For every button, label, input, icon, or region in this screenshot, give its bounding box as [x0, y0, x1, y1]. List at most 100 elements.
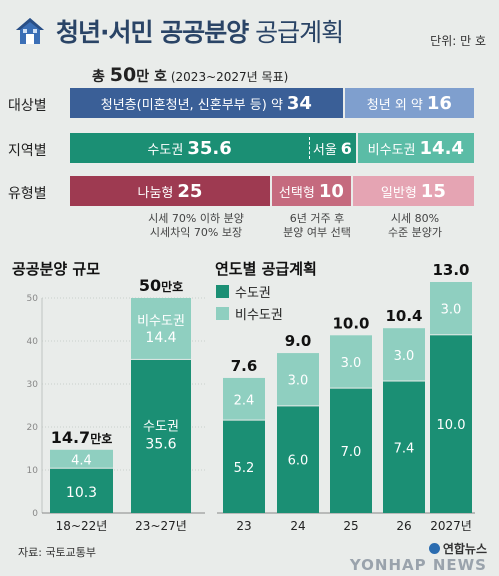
year-bar-metro-3 [383, 381, 425, 513]
legend-metro: 수도권 [216, 282, 271, 301]
bar-nonmetro-name: 비수도권 [137, 314, 185, 329]
x-tick-label-year: 23 [236, 519, 251, 533]
y-tick-label: 40 [27, 337, 39, 347]
title-light: 공급계획 [248, 18, 344, 47]
unit-label: 단위: 만 호 [430, 34, 486, 48]
type-segment-1-label: 선택형 [278, 185, 315, 201]
legend-swatch-metro [216, 285, 229, 298]
legend-label-nonmetro: 비수도권 [235, 308, 283, 323]
bar-total-label: 14.7만호 [51, 428, 113, 447]
chart-left-title: 공공분양 규모 [12, 260, 101, 278]
row-label-type: 유형별 [8, 186, 47, 202]
year-bar-metro-4 [430, 335, 472, 513]
target-segment-0-value: 34 [286, 92, 312, 114]
region-segment-nonmetro-label: 비수도권 [367, 142, 416, 158]
source-note: 자료: 국토교통부 [18, 546, 97, 559]
region-segment-nonmetro: 비수도권 14.4 [357, 133, 474, 163]
year-bar-metro-value: 6.0 [288, 454, 309, 469]
row-label-region: 지역별 [8, 143, 47, 159]
bar-total-value: 14.7 [51, 428, 90, 447]
year-bar-total: 10.4 [385, 307, 422, 325]
logo-korean: 연합뉴스 [428, 540, 487, 557]
logo-english: YONHAP NEWS [349, 556, 487, 574]
region-segment-metro: 수도권 35.6 [70, 133, 310, 163]
note-line: 6년 거주 후 [289, 212, 345, 225]
year-bar-total: 7.6 [231, 357, 258, 375]
year-bar-metro-value: 7.0 [341, 445, 362, 460]
year-bar-metro-1 [277, 406, 319, 513]
year-bar-total: 10.0 [332, 314, 369, 332]
year-bar-nonmetro-value: 2.4 [234, 393, 255, 408]
chart-right-title: 연도별 공급계획 [215, 260, 317, 278]
x-tick-label-year: 2027년 [430, 519, 472, 533]
house-icon [16, 18, 44, 44]
region-segment-nonmetro-value: 14.4 [419, 137, 464, 159]
row-label-target: 대상별 [8, 98, 47, 114]
logo-korean-text: 연합뉴스 [442, 542, 487, 556]
legend-nonmetro: 비수도권 [216, 304, 283, 323]
bar-total-value: 50 [139, 276, 161, 295]
target-segment-1-value: 16 [426, 92, 452, 114]
target-segment-0: 청년층(미혼청년, 신혼부부 등) 약 34 [70, 88, 343, 118]
bar-metro-1 [131, 359, 191, 513]
year-bar-nonmetro-value: 3.0 [441, 303, 462, 318]
bar-total-label: 50만호 [139, 276, 183, 295]
y-tick-label: 20 [27, 423, 39, 433]
target-segment-0-label: 청년층(미혼청년, 신혼부부 등) 약 [100, 97, 283, 113]
bar-nonmetro-1 [131, 298, 191, 359]
type-segment-2-label: 일반형 [380, 185, 417, 201]
bar-metro-0 [50, 468, 113, 513]
total-value: 50 [109, 64, 137, 86]
year-bar-nonmetro-4 [430, 282, 472, 335]
y-tick-label: 50 [27, 294, 39, 304]
region-segment-seoul-value: 6 [340, 138, 352, 158]
note-line: 시세 80% [390, 212, 440, 225]
target-segment-1: 청년 외 약 16 [344, 88, 474, 118]
year-bar-nonmetro-value: 3.0 [341, 356, 362, 371]
year-bar-nonmetro-0 [223, 377, 265, 420]
page-title: 청년·서민 공공분양 공급계획 [56, 13, 344, 49]
year-bar-nonmetro-3 [383, 328, 425, 381]
year-bar-metro-0 [223, 420, 265, 513]
bar-metro-value: 10.3 [66, 485, 97, 501]
total-summary: 총 50만 호 (2023~2027년 목표) [92, 64, 288, 86]
total-suffix: 만 호 [136, 69, 167, 85]
region-segment-metro-label: 수도권 [147, 142, 184, 158]
bar-nonmetro-value: 4.4 [71, 453, 92, 468]
x-tick-label-year: 25 [343, 519, 358, 533]
note-line: 분양 여부 선택 [283, 226, 351, 239]
year-bar-metro-value: 7.4 [394, 441, 415, 456]
year-bar-metro-2 [330, 388, 372, 513]
note-line: 시세차익 70% 보장 [149, 226, 243, 239]
bar-nonmetro-value: 14.4 [145, 330, 176, 346]
bar-metro-value: 35.6 [145, 436, 176, 452]
x-tick-label-year: 24 [290, 519, 305, 533]
note-choice-type: 6년 거주 후 분양 여부 선택 [272, 212, 362, 240]
seoul-divider [309, 137, 311, 159]
year-bar-metro-value: 5.2 [234, 461, 255, 476]
year-bar-metro-value: 10.0 [437, 418, 466, 433]
type-segment-0: 나눔형 25 [70, 176, 270, 206]
type-segment-1-value: 10 [318, 180, 344, 202]
region-segment-seoul-label: 서울 [312, 142, 337, 158]
year-bar-nonmetro-value: 3.0 [394, 349, 415, 364]
legend-swatch-nonmetro [216, 307, 229, 320]
logo-mark-icon [428, 543, 440, 554]
legend-label-metro: 수도권 [235, 286, 271, 301]
type-segment-0-label: 나눔형 [137, 185, 174, 201]
note-line: 시세 70% 이하 분양 [148, 212, 244, 225]
region-segment-seoul: 서울 6 [309, 133, 356, 163]
type-segment-2-value: 15 [420, 180, 446, 202]
bar-total-unit: 만호 [90, 431, 112, 446]
year-bar-total: 13.0 [432, 261, 469, 279]
bar-metro-name: 수도권 [143, 419, 179, 434]
year-bar-total: 9.0 [285, 332, 312, 350]
note-line: 수준 분양가 [387, 226, 443, 239]
x-tick-label: 23~27년 [135, 519, 187, 533]
type-segment-1: 선택형 10 [272, 176, 351, 206]
note-general-type: 시세 80% 수준 분양가 [360, 212, 470, 240]
note-sharing-type: 시세 70% 이하 분양 시세차익 70% 보장 [116, 212, 276, 240]
region-segment-metro-value: 35.6 [187, 137, 232, 159]
type-segment-2: 일반형 15 [352, 176, 474, 206]
bar-total-unit: 만호 [161, 279, 183, 294]
